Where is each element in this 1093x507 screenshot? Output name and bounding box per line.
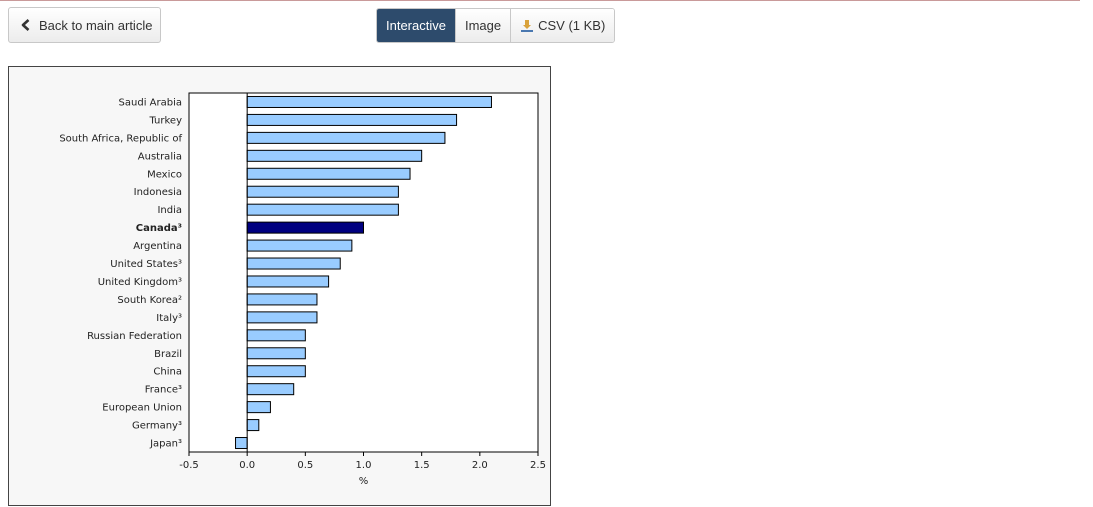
bar[interactable] (246, 365, 306, 378)
tab-interactive-label: Interactive (386, 18, 446, 33)
category-label: Russian Federation (87, 331, 182, 342)
category-label: European Union (102, 403, 182, 414)
csv-download-button[interactable]: CSV (1 KB) (510, 9, 615, 42)
x-tick-label: 2.5 (530, 460, 546, 471)
x-axis-title: % (359, 476, 369, 487)
bar[interactable] (246, 257, 341, 270)
bar[interactable] (246, 311, 318, 324)
category-label: China (153, 367, 182, 378)
bar[interactable] (235, 437, 248, 450)
category-label: Mexico (147, 169, 182, 180)
category-label: South Korea² (117, 295, 182, 306)
back-button-label: Back to main article (39, 17, 153, 33)
category-label: Australia (138, 151, 182, 162)
top-divider (0, 0, 1080, 1)
bar[interactable] (246, 239, 353, 252)
category-label: United States³ (110, 259, 182, 270)
bar[interactable] (246, 203, 399, 216)
x-tick-label: 1.5 (414, 460, 430, 471)
category-label: Germany³ (132, 421, 182, 432)
category-label: India (157, 205, 182, 216)
category-label: Italy³ (156, 313, 182, 324)
bar[interactable] (246, 221, 365, 234)
category-label: Japan³ (149, 439, 182, 450)
category-label: Saudi Arabia (119, 97, 182, 108)
bar[interactable] (246, 419, 260, 432)
category-label: South Africa, Republic of (59, 133, 182, 144)
plot-area (188, 92, 539, 453)
view-toggle-group: Interactive Image CSV (1 KB) (376, 8, 616, 43)
x-tick-label: 0.5 (297, 460, 313, 471)
bar[interactable] (246, 293, 318, 306)
bar[interactable] (246, 113, 458, 126)
bar[interactable] (246, 347, 306, 360)
category-label: United Kingdom³ (98, 277, 182, 288)
bar[interactable] (246, 185, 399, 198)
bar[interactable] (246, 401, 271, 414)
back-to-article-button[interactable]: Back to main article (8, 7, 161, 43)
x-tick-label: 2.0 (472, 460, 488, 471)
x-tick-label: -0.5 (179, 460, 199, 471)
bar[interactable] (246, 329, 306, 342)
bar[interactable] (246, 149, 423, 162)
category-label: Canada³ (136, 223, 182, 234)
category-label: Indonesia (134, 187, 182, 198)
bar-chart: Saudi Arabia Turkey South Africa, Republic… (59, 92, 546, 487)
x-tick-label: 0.0 (239, 460, 255, 471)
chart-container: Saudi Arabia Turkey South Africa, Republic… (8, 66, 551, 506)
chevron-left-icon (21, 19, 30, 31)
tab-interactive[interactable]: Interactive (377, 9, 455, 42)
tab-image[interactable]: Image (454, 9, 511, 42)
bar[interactable] (246, 383, 295, 396)
category-label: Argentina (133, 241, 182, 252)
bar[interactable] (246, 167, 411, 180)
tab-image-label: Image (464, 18, 502, 33)
bar[interactable] (246, 95, 492, 108)
category-label: France³ (145, 385, 182, 396)
category-label: Brazil (154, 349, 182, 360)
bar[interactable] (246, 131, 446, 144)
bar[interactable] (246, 275, 330, 288)
x-tick-label: 1.0 (356, 460, 372, 471)
category-label: Turkey (148, 115, 182, 126)
download-icon (521, 19, 534, 32)
csv-download-label: CSV (1 KB) (538, 18, 606, 33)
